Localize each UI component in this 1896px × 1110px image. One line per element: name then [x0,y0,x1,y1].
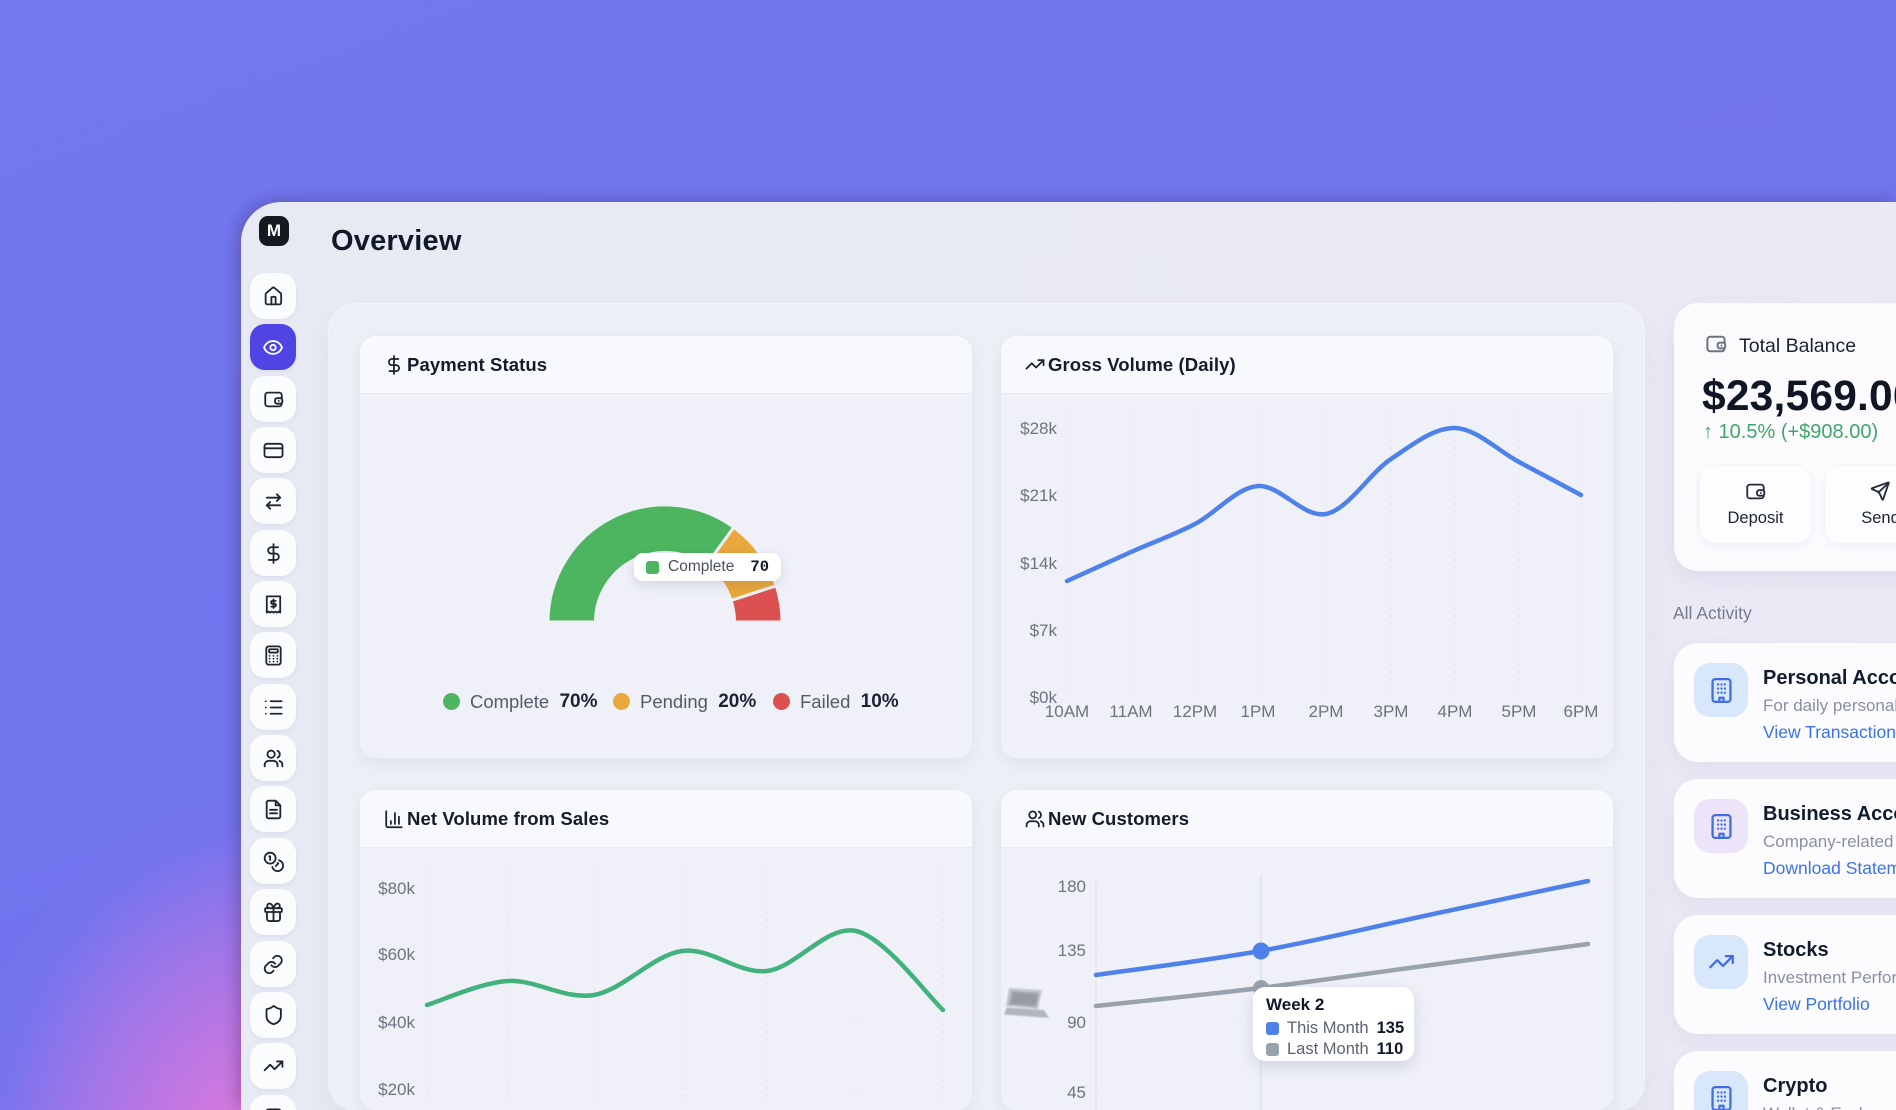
svg-text:3PM: 3PM [1374,702,1409,721]
svg-text:$20k: $20k [378,1080,415,1099]
svg-text:2PM: 2PM [1309,702,1344,721]
svg-text:$7k: $7k [1030,621,1058,640]
svg-text:180: 180 [1058,877,1086,896]
svg-text:$60k: $60k [378,945,415,964]
svg-text:$80k: $80k [378,879,415,898]
svg-text:11AM: 11AM [1109,702,1152,721]
svg-text:12PM: 12PM [1173,702,1217,721]
svg-text:6PM: 6PM [1564,702,1599,721]
svg-text:4PM: 4PM [1438,702,1473,721]
svg-text:$28k: $28k [1020,419,1057,438]
svg-text:135: 135 [1058,941,1086,960]
svg-text:$14k: $14k [1020,554,1057,573]
svg-text:10AM: 10AM [1045,702,1089,721]
svg-text:$21k: $21k [1020,486,1057,505]
svg-text:90: 90 [1067,1013,1086,1032]
svg-text:45: 45 [1067,1083,1086,1102]
svg-text:$0k: $0k [1030,688,1058,707]
svg-text:$40k: $40k [378,1013,415,1032]
svg-text:5PM: 5PM [1502,702,1537,721]
svg-text:1PM: 1PM [1241,702,1276,721]
